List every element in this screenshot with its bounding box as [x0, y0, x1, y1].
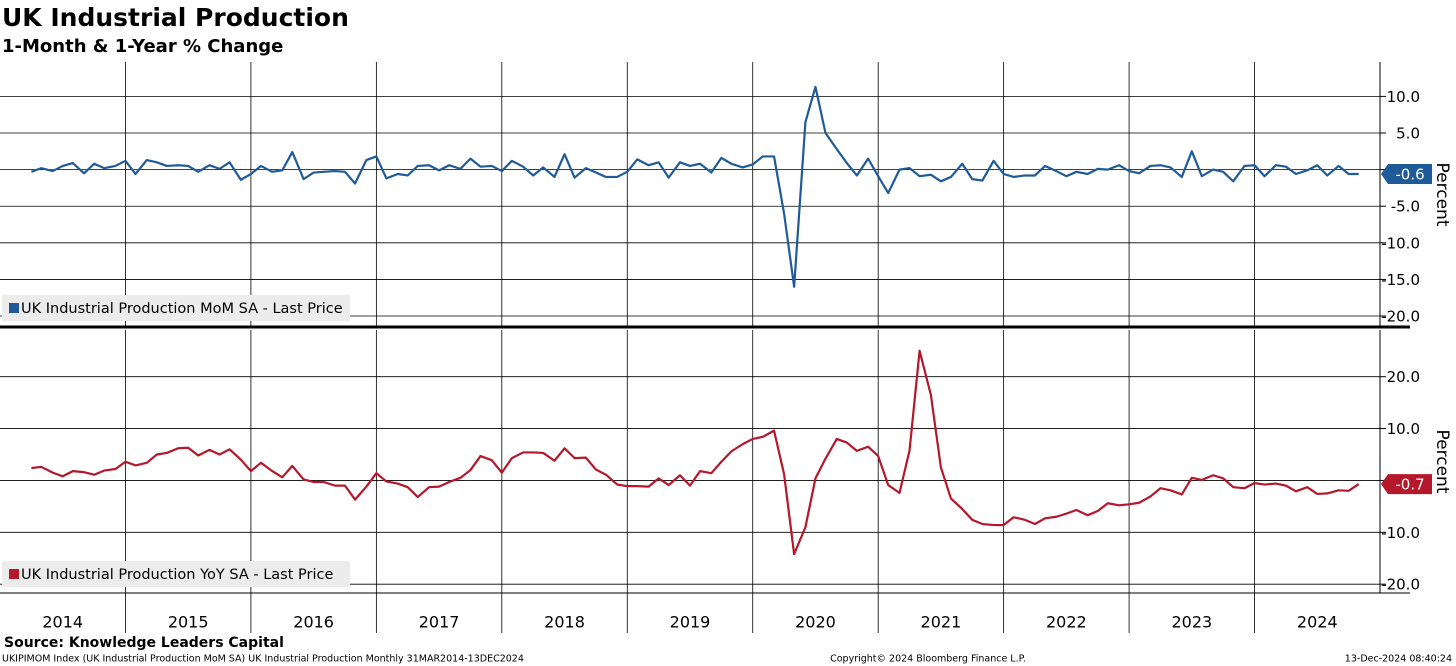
y-tick-label: 10.0 [1387, 88, 1420, 106]
x-tick-label: 2020 [795, 613, 836, 632]
legend-label: UK Industrial Production MoM SA - Last P… [21, 301, 343, 317]
x-tick-label: 2023 [1171, 613, 1212, 632]
data-line [30, 85, 1359, 288]
last-value-label: -0.6 [1395, 166, 1424, 184]
chart-subtitle: 1-Month & 1-Year % Change [2, 36, 283, 57]
legend-label: UK Industrial Production YoY SA - Last P… [21, 567, 333, 583]
x-tick-label: 2019 [670, 613, 711, 632]
legend-swatch [9, 569, 19, 579]
y-tick-label: 20.0 [1387, 368, 1420, 386]
last-value-box [1381, 164, 1432, 185]
x-tick-label: 2014 [42, 613, 83, 632]
last-value-label: -0.7 [1395, 476, 1424, 494]
x-tick-label: 2021 [921, 613, 962, 632]
legend-box [2, 561, 350, 587]
y-tick-label: -5.0 [1391, 198, 1420, 216]
last-value-box [1381, 474, 1432, 495]
x-tick-label: 2017 [419, 613, 460, 632]
x-tick-label: 2016 [293, 613, 334, 632]
x-tick-label: 2018 [544, 613, 585, 632]
y-tick-label: -20.0 [1381, 576, 1420, 594]
y-tick-label: -10.0 [1381, 234, 1420, 252]
data-line [31, 349, 1360, 556]
chart-title: UK Industrial Production [2, 3, 349, 32]
y-axis-label: Percent [1432, 430, 1452, 494]
x-tick-label: 2015 [168, 613, 209, 632]
y-tick-label: -15.0 [1381, 271, 1420, 289]
copyright: Copyright© 2024 Bloomberg Finance L.P. [830, 654, 1026, 665]
y-axis-label: Percent [1432, 163, 1452, 227]
x-tick-label: 2022 [1046, 613, 1087, 632]
source: Source: Knowledge Leaders Capital [4, 635, 284, 651]
y-tick-label: -10.0 [1381, 524, 1420, 542]
timestamp: 13-Dec-2024 08:40:24 [1345, 654, 1452, 665]
y-tick-label: -20.0 [1381, 308, 1420, 326]
plot-lines [30, 85, 1359, 288]
y-tick-label: 10.0 [1387, 420, 1420, 438]
legend-box [2, 295, 350, 321]
x-tick-label: 2024 [1297, 613, 1338, 632]
y-tick-label: 5.0 [1396, 125, 1420, 143]
plot-lines [31, 349, 1360, 556]
legend-swatch [9, 303, 19, 313]
footer-description: UKIPIMOM Index (UK Industrial Production… [2, 654, 524, 665]
